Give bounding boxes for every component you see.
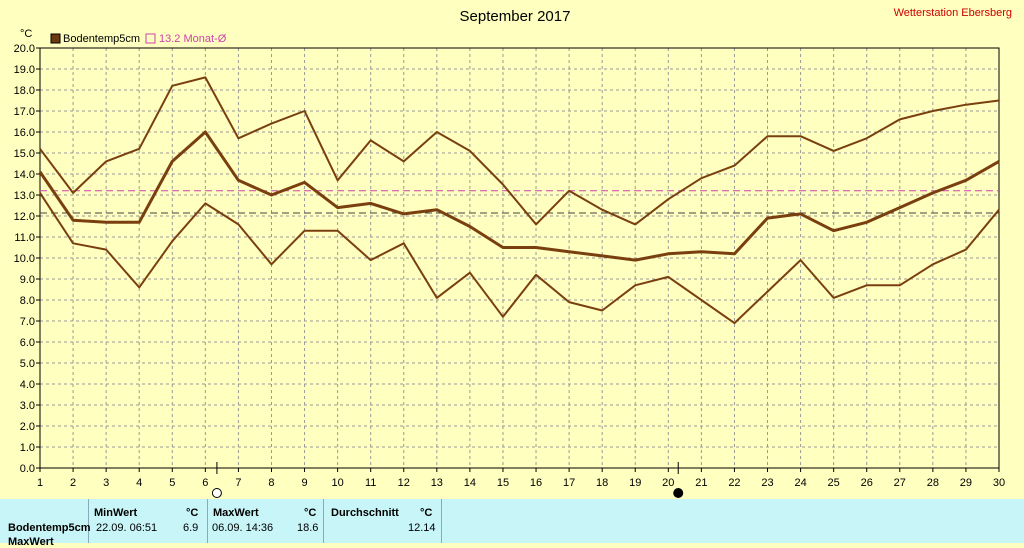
x-tick-label: 27 (894, 477, 906, 489)
chart-title: September 2017 (460, 8, 571, 25)
stats-table: MinWert °C MaxWert °C Durchschnitt °C Bo… (0, 499, 1024, 548)
y-tick-label: 0.0 (20, 463, 35, 475)
max-value: 18.6 (297, 522, 319, 534)
chart-area: September 2017 Wetterstation Ebersberg °… (14, 7, 1012, 498)
min-value: 6.9 (183, 522, 199, 534)
y-tick-label: 14.0 (14, 169, 35, 181)
x-tick-label: 11 (365, 477, 376, 489)
min-header: MinWert (94, 507, 138, 519)
x-tick-label: 26 (861, 477, 873, 489)
x-tick-label: 12 (398, 477, 410, 489)
legend-avg-swatch (145, 33, 156, 44)
x-tick-label: 9 (301, 477, 307, 489)
x-tick-label: 23 (761, 477, 773, 489)
y-tick-label: 7.0 (20, 316, 35, 328)
x-tick-label: 10 (331, 477, 343, 489)
y-tick-label: 12.0 (14, 211, 35, 223)
series-line-max (39, 76, 1000, 226)
max-unit: °C (304, 507, 317, 519)
x-tick-label: 14 (464, 477, 476, 489)
x-tick-label: 8 (268, 477, 274, 489)
y-tick-label: 19.0 (14, 64, 35, 76)
x-tick-label: 15 (497, 477, 509, 489)
y-tick-label: 15.0 (14, 148, 35, 160)
series-line-mean (38, 130, 1000, 262)
row2-label: MaxWert (8, 536, 54, 548)
legend-series-label: Bodentemp5cm (63, 33, 140, 45)
legend-series-swatch (50, 33, 61, 44)
min-unit: °C (186, 507, 199, 519)
y-tick-label: 3.0 (20, 400, 35, 412)
x-tick-label: 6 (202, 477, 208, 489)
avg-header: Durchschnitt (331, 507, 399, 519)
y-tick-label: 11.0 (14, 232, 35, 244)
x-tick-label: 22 (728, 477, 740, 489)
station-name: Wetterstation Ebersberg (894, 7, 1012, 19)
legend-avg-label: 13.2 Monat-Ø (159, 33, 227, 45)
y-tick-label: 2.0 (20, 421, 35, 433)
min-time: 22.09. 06:51 (96, 522, 158, 534)
max-header: MaxWert (213, 507, 259, 519)
table-divider (323, 499, 324, 543)
x-tick-label: 25 (828, 477, 840, 489)
y-tick-label: 1.0 (20, 442, 35, 454)
avg-value: 12.14 (408, 522, 436, 534)
y-tick-label: 18.0 (14, 85, 35, 97)
y-tick-label: 20.0 (14, 43, 35, 55)
x-tick-label: 24 (794, 477, 806, 489)
y-tick-label: 10.0 (14, 253, 35, 265)
table-divider (207, 499, 208, 543)
x-tick-label: 17 (563, 477, 575, 489)
grid-lines (39, 47, 1000, 469)
x-tick-label: 1 (37, 477, 43, 489)
x-tick-label: 30 (993, 477, 1005, 489)
max-time: 06.09. 14:36 (212, 522, 274, 534)
x-tick-label: 7 (235, 477, 241, 489)
x-tick-label: 20 (662, 477, 674, 489)
x-tick-label: 13 (431, 477, 443, 489)
y-tick-label: 8.0 (20, 295, 35, 307)
avg-unit: °C (420, 507, 433, 519)
x-tick-label: 21 (695, 477, 707, 489)
series-line-min (39, 192, 1000, 325)
row-label: Bodentemp5cm (8, 522, 91, 534)
y-tick-label: 4.0 (20, 379, 35, 391)
table-divider (88, 499, 89, 543)
y-unit-label: °C (20, 28, 32, 40)
x-tick-label: 28 (927, 477, 939, 489)
x-tick-label: 19 (629, 477, 641, 489)
y-axis-ticks: 0.0 1.0 2.0 3.0 4.0 5.0 6.0 7.0 8.0 9.0 10.0 11.0 12… (14, 43, 40, 475)
reference-lines (40, 190, 999, 214)
moon-markers (211, 462, 684, 498)
x-tick-label: 16 (530, 477, 542, 489)
plot-frame (39, 47, 1000, 469)
x-axis-ticks: 1 2 3 4 5 6 7 8 9 10 11 12 13 14 15 16 17 18 19 20 21 22 23 24 2… (37, 468, 1005, 489)
new-moon-icon (673, 488, 684, 498)
y-tick-label: 6.0 (20, 337, 35, 349)
full-moon-icon (211, 488, 222, 498)
x-tick-label: 4 (136, 477, 142, 489)
x-tick-label: 5 (169, 477, 175, 489)
y-tick-label: 13.0 (14, 190, 35, 202)
series-lines (38, 76, 1000, 325)
x-tick-label: 2 (70, 477, 76, 489)
x-tick-label: 18 (596, 477, 608, 489)
x-tick-label: 29 (960, 477, 972, 489)
y-tick-label: 17.0 (14, 106, 35, 118)
y-tick-label: 16.0 (14, 127, 35, 139)
x-tick-label: 3 (103, 477, 109, 489)
y-tick-label: 9.0 (20, 274, 35, 286)
y-tick-label: 5.0 (20, 358, 35, 370)
table-divider (441, 499, 442, 543)
